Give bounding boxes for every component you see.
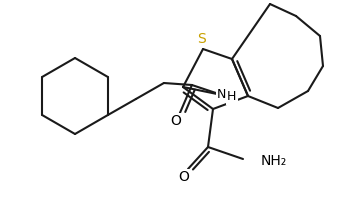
Text: O: O xyxy=(171,114,181,128)
Text: N: N xyxy=(217,89,227,102)
Text: O: O xyxy=(178,170,190,184)
Text: NH₂: NH₂ xyxy=(261,154,287,168)
Text: H: H xyxy=(227,91,237,103)
Text: S: S xyxy=(197,32,205,46)
